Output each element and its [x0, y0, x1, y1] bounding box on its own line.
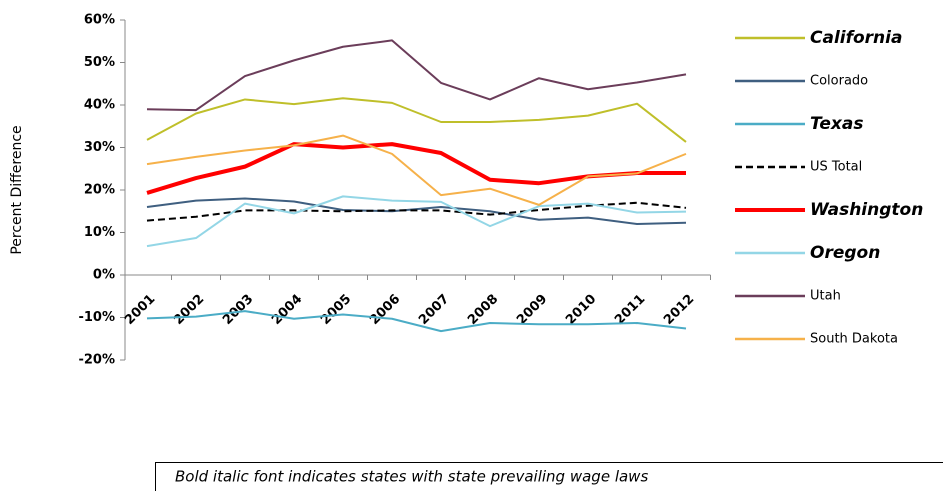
series-line: [146, 134, 687, 206]
y-tick-label: 0%: [93, 268, 115, 283]
x-tick-label: 2012: [661, 292, 697, 328]
y-tick-label: -10%: [78, 310, 115, 325]
y-tick-label: 30%: [84, 140, 115, 155]
y-tick-label: 10%: [84, 225, 115, 240]
legend-label: Texas: [810, 114, 864, 134]
y-tick-label: 20%: [84, 183, 115, 198]
x-tick-label: 2010: [563, 292, 599, 328]
y-axis-label: Percent Difference: [9, 125, 25, 254]
series-line: [146, 195, 687, 248]
x-tick-label: 2003: [220, 292, 256, 328]
y-tick-label: 40%: [84, 98, 115, 113]
x-tick-label: 2006: [367, 292, 403, 328]
x-tick-label: 2007: [416, 292, 452, 328]
series-line: [146, 39, 687, 112]
legend-label: South Dakota: [810, 332, 898, 347]
series-line: [146, 97, 687, 143]
legend-label: Utah: [810, 289, 841, 304]
note-box: [155, 462, 943, 491]
note: Bold italic font indicates states with s…: [175, 468, 648, 486]
legend-label: US Total: [810, 160, 862, 175]
series-line: [146, 201, 687, 222]
x-tick-label: 2005: [318, 292, 354, 328]
legend-label: Oregon: [810, 243, 880, 263]
series-line: [146, 142, 686, 195]
y-tick-label: -20%: [78, 353, 115, 368]
x-tick-label: 2009: [514, 292, 550, 328]
legend-label: Washington: [810, 200, 923, 220]
legend-label: California: [810, 28, 902, 48]
series-line: [146, 197, 687, 225]
series-line: [146, 310, 687, 333]
x-tick-label: 2004: [269, 292, 305, 328]
x-tick-label: 2001: [122, 292, 158, 328]
x-tick-label: 2002: [171, 292, 207, 328]
legend-label: Colorado: [810, 74, 868, 89]
y-tick-label: 60%: [84, 13, 115, 28]
y-tick-label: 50%: [84, 55, 115, 70]
